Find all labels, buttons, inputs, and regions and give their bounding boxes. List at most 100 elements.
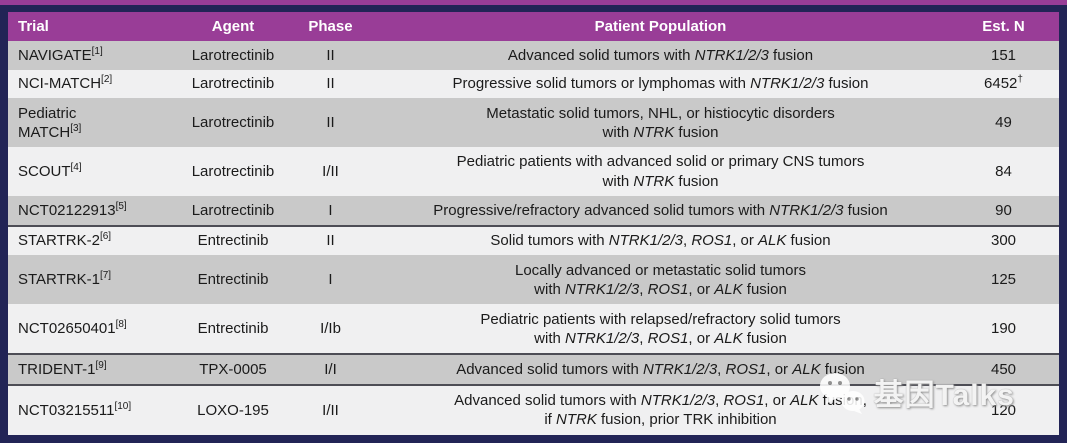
population-cell: Locally advanced or metastatic solid tum… xyxy=(373,255,948,305)
phase-cell: I xyxy=(288,255,373,305)
column-header-agent: Agent xyxy=(178,12,288,41)
table-row: STARTRK-2[6] Entrectinib II Solid tumors wi… xyxy=(8,224,1059,256)
trial-cell: NAVIGATE[1] xyxy=(8,41,178,70)
phase-cell: II xyxy=(288,69,373,99)
reference-superscript: [1] xyxy=(91,45,103,57)
reference-superscript: [6] xyxy=(99,231,112,243)
agent-cell: TPX-0005 xyxy=(178,353,288,385)
trial-cell: STARTRK-2[6] xyxy=(8,224,178,256)
gene-name: NTRK1/2/3 xyxy=(769,201,844,219)
table-row: SCOUT[4] Larotrectinib I/II Pediatric patie… xyxy=(8,147,1059,197)
trial-cell: Pediatric MATCH[3] xyxy=(8,98,178,148)
trial-cell: NCT03215511[10] xyxy=(8,383,178,435)
est-n-cell: 6452† xyxy=(948,69,1059,99)
table-area: Trial Agent Phase Patient Population Est. N … xyxy=(8,12,1059,435)
population-cell: Progressive solid tumors or lymphomas wi… xyxy=(373,69,948,99)
table-row: TRIDENT-1[9] TPX-0005 I/I Advanced solid tu… xyxy=(8,353,1059,385)
gene-name: NTRK1/2/3 xyxy=(640,392,716,410)
reference-superscript: [4] xyxy=(70,162,82,173)
reference-superscript: [2] xyxy=(101,74,113,86)
reference-superscript: [3] xyxy=(70,122,82,134)
gene-name: NTRK xyxy=(556,411,597,429)
reference-superscript: [7] xyxy=(99,270,112,282)
table-row: STARTRK-1[7] Entrectinib I Locally advanced… xyxy=(8,255,1059,305)
gene-name: ROS1 xyxy=(723,392,765,410)
gene-name: ROS1 xyxy=(647,329,689,347)
phase-cell: I xyxy=(288,196,373,226)
agent-cell: Entrectinib xyxy=(178,304,288,355)
column-header-phase: Phase xyxy=(288,12,373,41)
table-header-row: Trial Agent Phase Patient Population Est. N xyxy=(8,12,1059,41)
column-header-trial: Trial xyxy=(8,12,178,41)
table-body: NAVIGATE[1] Larotrectinib II Advanced solid… xyxy=(8,41,1059,435)
clinical-trials-table: Trial Agent Phase Patient Population Est. N … xyxy=(8,12,1059,435)
population-cell: Pediatric patients with advanced solid o… xyxy=(373,147,948,197)
gene-name: ALK xyxy=(790,392,819,410)
population-cell: Solid tumors with NTRK1/2/3, ROS1, or AL… xyxy=(373,224,948,256)
gene-name: ALK xyxy=(714,280,743,298)
est-n-cell: 90 xyxy=(948,196,1059,226)
trial-cell: NCI-MATCH[2] xyxy=(8,69,178,99)
agent-cell: Entrectinib xyxy=(178,255,288,305)
table-row: NAVIGATE[1] Larotrectinib II Advanced solid… xyxy=(8,41,1059,70)
agent-cell: Larotrectinib xyxy=(178,98,288,148)
trial-cell: NCT02650401[8] xyxy=(8,304,178,355)
table-row: Pediatric MATCH[3] Larotrectinib II Metastat… xyxy=(8,98,1059,148)
reference-superscript: [8] xyxy=(115,319,127,331)
reference-superscript: [5] xyxy=(115,200,127,212)
gene-name: ALK xyxy=(758,232,787,250)
table-row: NCI-MATCH[2] Larotrectinib II Progressive s… xyxy=(8,69,1059,99)
trial-cell: NCT02122913[5] xyxy=(8,196,178,226)
population-cell: Pediatric patients with relapsed/refract… xyxy=(373,304,948,355)
table-row: NCT02122913[5] Larotrectinib I Progressive/… xyxy=(8,196,1059,226)
est-n-cell: 450 xyxy=(948,353,1059,385)
trial-cell: TRIDENT-1[9] xyxy=(8,353,178,385)
trial-cell: SCOUT[4] xyxy=(8,147,178,197)
agent-cell: Larotrectinib xyxy=(178,196,288,226)
top-accent-strip xyxy=(0,0,1067,5)
population-cell: Advanced solid tumors with NTRK1/2/3, RO… xyxy=(373,383,948,435)
column-header-population: Patient Population xyxy=(373,12,948,41)
gene-name: ROS1 xyxy=(725,361,767,379)
gene-name: ALK xyxy=(714,329,743,347)
gene-name: NTRK1/2/3 xyxy=(642,361,718,379)
phase-cell: II xyxy=(288,224,373,256)
gene-name: NTRK1/2/3 xyxy=(750,75,825,93)
est-n-cell: 151 xyxy=(948,41,1059,70)
population-cell: Progressive/refractory advanced solid tu… xyxy=(373,196,948,226)
population-cell: Advanced solid tumors with NTRK1/2/3 fus… xyxy=(373,41,948,70)
agent-cell: LOXO-195 xyxy=(178,383,288,435)
phase-cell: II xyxy=(288,41,373,70)
est-n-cell: 120 xyxy=(948,383,1059,435)
est-n-cell: 125 xyxy=(948,255,1059,305)
population-cell: Advanced solid tumors with NTRK1/2/3, RO… xyxy=(373,353,948,385)
reference-superscript: [10] xyxy=(114,400,132,412)
phase-cell: I/Ib xyxy=(288,304,373,355)
agent-cell: Larotrectinib xyxy=(178,147,288,197)
gene-name: ROS1 xyxy=(691,232,733,250)
phase-cell: I/II xyxy=(288,383,373,435)
gene-name: NTRK1/2/3 xyxy=(608,232,683,250)
table-header: Trial Agent Phase Patient Population Est. N xyxy=(8,12,1059,41)
column-header-est_n: Est. N xyxy=(948,12,1059,41)
agent-cell: Larotrectinib xyxy=(178,41,288,70)
trial-cell: STARTRK-1[7] xyxy=(8,255,178,305)
reference-superscript: [9] xyxy=(95,360,107,372)
est-n-cell: 190 xyxy=(948,304,1059,355)
agent-cell: Larotrectinib xyxy=(178,69,288,99)
phase-cell: I/II xyxy=(288,147,373,197)
gene-name: NTRK1/2/3 xyxy=(565,280,640,298)
population-cell: Metastatic solid tumors, NHL, or histioc… xyxy=(373,98,948,148)
gene-name: NTRK1/2/3 xyxy=(694,46,769,64)
gene-name: NTRK1/2/3 xyxy=(565,329,640,347)
table-row: NCT03215511[10] LOXO-195 I/II Advanced soli… xyxy=(8,383,1059,435)
gene-name: NTRK xyxy=(633,172,675,190)
gene-name: ROS1 xyxy=(647,280,689,298)
gene-name: ALK xyxy=(792,361,821,379)
phase-cell: I/I xyxy=(288,353,373,385)
est-n-cell: 84 xyxy=(948,147,1059,197)
phase-cell: II xyxy=(288,98,373,148)
table-row: NCT02650401[8] Entrectinib I/Ib Pediatric p… xyxy=(8,304,1059,355)
agent-cell: Entrectinib xyxy=(178,224,288,256)
